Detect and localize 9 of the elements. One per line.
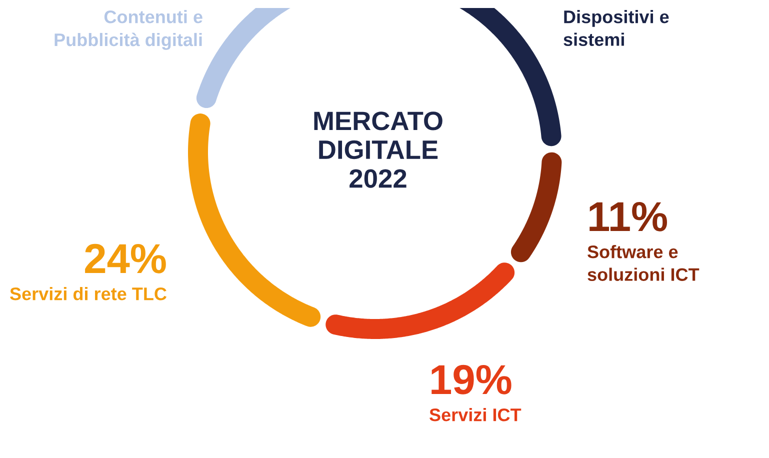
slice-label: Dispositivi e sistemi — [564, 10, 669, 46]
slice-label: Contenuti e Pubblicità digitali — [54, 10, 202, 50]
data-label: 11% — [590, 202, 668, 232]
slice-label: Servizi di rete TLC — [10, 287, 167, 300]
slice-label: Servizi ICT — [430, 408, 522, 422]
data-label: 24% — [85, 244, 166, 274]
text: MERCATO DIGITALE 2022 — [314, 112, 442, 188]
slice-label: Software e soluzioni ICT — [588, 245, 700, 281]
data-label: 19% — [432, 364, 512, 394]
